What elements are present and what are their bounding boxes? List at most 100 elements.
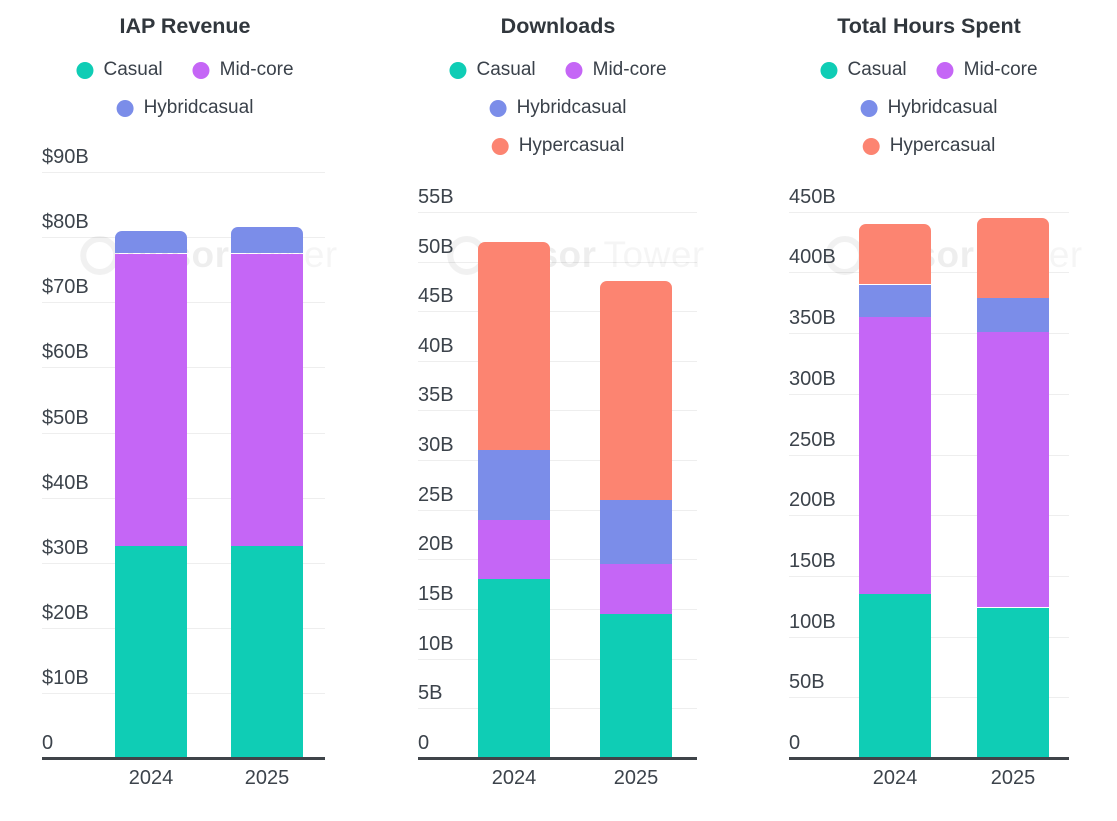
y-tick-label: 20B	[418, 533, 454, 556]
bar-segment-hypercasual-2025	[600, 281, 672, 500]
legend-item-casual: Casual	[449, 59, 536, 81]
watermark-text-bold: ensor	[871, 234, 975, 275]
bar-segment-mid-core-2024	[859, 317, 931, 595]
legend-row: Casual Mid-core	[449, 56, 667, 84]
y-tick-label: 250B	[789, 428, 836, 451]
legend-item-hypercasual: Hypercasual	[491, 135, 624, 157]
x-tick-label-2025: 2025	[613, 767, 659, 789]
y-tick-label: 0	[789, 732, 801, 754]
bar-segment-casual-2024	[859, 594, 931, 758]
legend-dot-icon	[76, 61, 94, 79]
gridline	[789, 575, 1069, 577]
legend-label: Casual	[847, 59, 907, 80]
bar-segment-casual-2024	[478, 579, 550, 758]
y-tick-label: 40B	[418, 334, 454, 357]
legend-item-mid-core: Mid-core	[565, 59, 667, 81]
gridline	[42, 432, 325, 434]
y-tick-label: $40B	[42, 471, 89, 494]
y-tick-label: 150B	[789, 549, 836, 572]
y-tick-label: 10B	[418, 632, 454, 655]
legend-label: Casual	[476, 59, 536, 80]
legend-row: Hypercasual	[862, 132, 995, 160]
legend-dot-icon	[491, 137, 509, 155]
gridline	[789, 454, 1069, 456]
gridline	[418, 559, 697, 561]
gridline	[418, 460, 697, 462]
y-tick-label: 0	[42, 732, 54, 754]
x-axis-baseline	[42, 756, 325, 760]
watermark-circle-icon	[80, 235, 120, 275]
legend-label: Mid-core	[219, 59, 294, 80]
bar-segment-hybridcasual-2024	[478, 450, 550, 520]
legend-label: Hybridcasual	[887, 97, 998, 118]
legend-item-hybridcasual: Hybridcasual	[116, 97, 253, 119]
gridline	[42, 367, 325, 369]
bar-segment-casual-2025	[977, 607, 1049, 758]
legend-row: Hybridcasual	[489, 94, 627, 122]
chart-title: IAP Revenue	[119, 14, 251, 38]
x-tick-label-2025: 2025	[990, 767, 1036, 789]
gridline	[789, 515, 1069, 517]
watermark-text-bold: ensor	[126, 234, 230, 275]
bar-segment-hybridcasual-2025	[600, 499, 672, 565]
legend-item-hybridcasual: Hybridcasual	[489, 97, 627, 119]
chart-title: Total Hours Spent	[837, 14, 1021, 38]
gridline	[42, 497, 325, 499]
bar-segment-mid-core-2024	[478, 519, 550, 580]
x-tick-label-2025: 2025	[244, 767, 290, 789]
gridline	[42, 237, 325, 239]
y-tick-label: 450B	[789, 185, 836, 208]
gridline	[418, 261, 697, 263]
bar-segment-mid-core-2025	[231, 253, 303, 547]
y-tick-label: 25B	[418, 483, 454, 506]
x-tick-label-2024: 2024	[872, 767, 918, 789]
legend-dot-icon	[936, 61, 954, 79]
y-tick-label: 350B	[789, 307, 836, 330]
y-tick-label: 15B	[418, 583, 454, 605]
legend-item-hybridcasual: Hybridcasual	[860, 97, 998, 119]
y-tick-label: 100B	[789, 610, 836, 633]
gridline	[418, 311, 697, 313]
y-tick-label: 0	[418, 732, 430, 754]
legend-row: Hybridcasual	[860, 94, 998, 122]
y-tick-label: 55B	[418, 185, 454, 208]
legend-row: Hybridcasual	[116, 94, 253, 122]
y-tick-label: $90B	[42, 146, 89, 169]
x-tick-label-2024: 2024	[491, 767, 537, 789]
gridline	[789, 636, 1069, 638]
y-tick-label: $50B	[42, 406, 89, 429]
legend-dot-icon	[489, 99, 507, 117]
sensor-tower-watermark: ensorTower	[447, 234, 704, 276]
sensor-tower-watermark: ensorTower	[80, 234, 337, 276]
legend-label: Mid-core	[963, 59, 1038, 80]
y-tick-label: $30B	[42, 536, 89, 559]
watermark-text-light: Tower	[982, 234, 1083, 276]
watermark-text-bold: ensor	[493, 234, 597, 275]
legend-item-casual: Casual	[820, 59, 907, 81]
gridline	[418, 658, 697, 660]
legend-dot-icon	[862, 137, 880, 155]
x-axis-baseline	[418, 756, 697, 760]
x-axis-baseline	[789, 756, 1069, 760]
legend-dot-icon	[192, 61, 210, 79]
gridline	[418, 708, 697, 710]
y-tick-label: 400B	[789, 246, 836, 269]
watermark-circle-icon	[825, 235, 865, 275]
y-tick-label: 5B	[418, 682, 443, 705]
legend-label: Hybridcasual	[516, 97, 627, 118]
legend-dot-icon	[820, 61, 838, 79]
y-tick-label: 200B	[789, 489, 836, 512]
y-tick-label: $70B	[42, 276, 89, 299]
legend-dot-icon	[565, 61, 583, 79]
sensor-tower-watermark: ensorTower	[825, 234, 1082, 276]
bar-segment-mid-core-2024	[115, 253, 187, 547]
bar-segment-casual-2025	[600, 614, 672, 758]
bar-segment-casual-2024	[115, 546, 187, 758]
gridline	[789, 272, 1069, 274]
legend-item-mid-core: Mid-core	[936, 59, 1038, 81]
legend-dot-icon	[449, 61, 467, 79]
bar-segment-casual-2025	[231, 546, 303, 758]
